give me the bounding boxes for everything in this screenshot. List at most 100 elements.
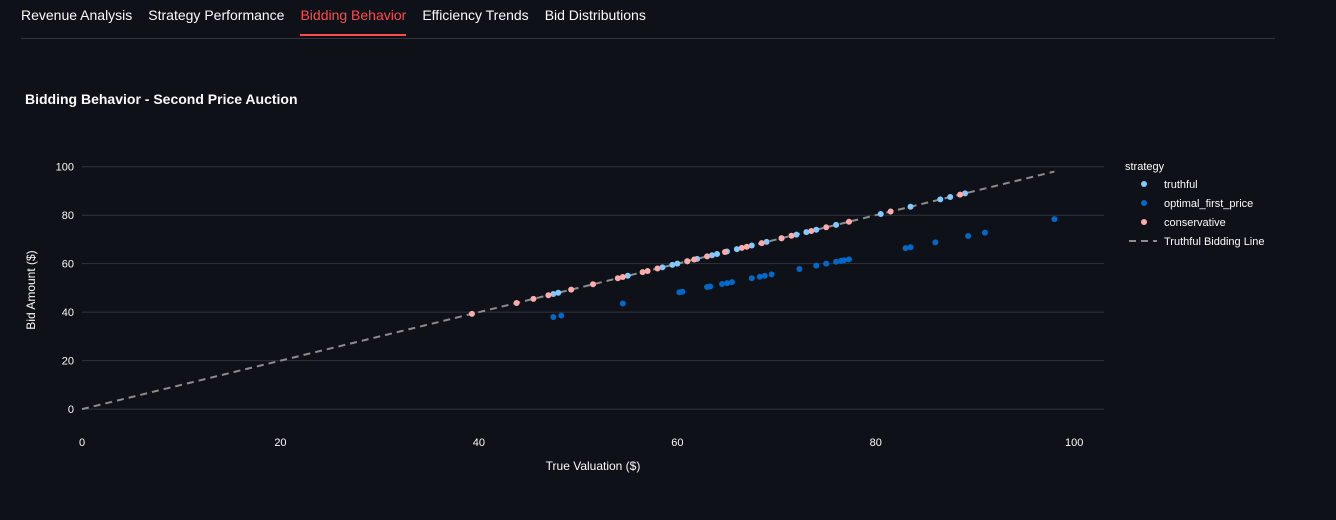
tab-efficiency-trends[interactable]: Efficiency Trends: [422, 7, 529, 23]
data-point-conservative[interactable]: [654, 265, 661, 272]
chart-title: Bidding Behavior - Second Price Auction: [25, 91, 298, 107]
data-point-truthful[interactable]: [674, 260, 681, 267]
legend-marker: [1141, 181, 1147, 187]
data-point-conservative[interactable]: [644, 267, 651, 274]
data-point-conservative[interactable]: [957, 191, 964, 198]
data-point-conservative[interactable]: [590, 281, 596, 288]
data-point-optimal-first-price[interactable]: [823, 260, 830, 267]
data-point-optimal-first-price[interactable]: [756, 273, 763, 280]
data-point-optimal-first-price[interactable]: [813, 262, 820, 269]
y-tick-label: 100: [56, 162, 74, 174]
tab-bidding-behavior[interactable]: Bidding Behavior: [300, 0, 407, 36]
data-point-optimal-first-price[interactable]: [796, 266, 803, 273]
series-conservative: [468, 191, 964, 317]
data-point-optimal-first-price[interactable]: [841, 257, 848, 264]
data-point-optimal-first-price[interactable]: [768, 271, 775, 278]
x-axis-ticks: 0 20 40 60 80 100: [79, 437, 1083, 449]
data-point-truthful[interactable]: [793, 231, 800, 238]
data-point-conservative[interactable]: [738, 244, 745, 251]
data-point-truthful[interactable]: [962, 190, 969, 197]
y-tick-label: 20: [62, 356, 74, 368]
data-point-optimal-first-price[interactable]: [723, 280, 730, 287]
tab-revenue-analysis[interactable]: Revenue Analysis: [21, 7, 133, 23]
data-point-conservative[interactable]: [758, 240, 765, 247]
data-point-conservative[interactable]: [808, 227, 815, 234]
data-point-optimal-first-price[interactable]: [907, 244, 914, 251]
data-point-truthful[interactable]: [947, 194, 954, 201]
data-point-optimal-first-price[interactable]: [728, 279, 735, 286]
data-point-truthful[interactable]: [833, 221, 840, 228]
data-point-truthful[interactable]: [803, 229, 810, 236]
data-point-optimal-first-price[interactable]: [1051, 216, 1058, 223]
data-point-optimal-first-price[interactable]: [558, 312, 565, 319]
data-point-conservative[interactable]: [823, 224, 830, 231]
data-point-optimal-first-price[interactable]: [932, 239, 939, 246]
data-point-truthful[interactable]: [748, 242, 755, 249]
data-point-truthful[interactable]: [624, 272, 631, 279]
legend-item-optimal-first-price[interactable]: optimal_first_price: [1141, 198, 1253, 210]
chart-container: Bidding Behavior - Second Price Auction …: [0, 40, 1336, 515]
legend[interactable]: strategy truthful optimal_first_pricecons…: [1125, 161, 1265, 248]
data-point-optimal-first-price[interactable]: [679, 288, 686, 295]
data-point-conservative[interactable]: [691, 256, 698, 263]
x-tick-label: 60: [671, 437, 683, 449]
data-point-optimal-first-price[interactable]: [550, 314, 557, 321]
data-point-optimal-first-price[interactable]: [718, 281, 725, 288]
data-point-conservative[interactable]: [513, 299, 520, 306]
data-point-truthful[interactable]: [669, 261, 676, 268]
data-point-conservative[interactable]: [568, 286, 575, 293]
data-point-truthful[interactable]: [659, 264, 666, 271]
y-tick-label: 40: [62, 307, 74, 319]
legend-label: Truthful Bidding Line: [1164, 236, 1265, 248]
data-point-conservative[interactable]: [788, 232, 795, 239]
data-point-conservative[interactable]: [639, 269, 646, 276]
y-tick-label: 60: [62, 259, 74, 271]
series-truthful: [550, 190, 969, 297]
data-point-conservative[interactable]: [614, 275, 621, 282]
data-point-conservative[interactable]: [530, 295, 537, 302]
grid: [82, 166, 1104, 410]
data-point-truthful[interactable]: [813, 226, 820, 233]
data-point-optimal-first-price[interactable]: [707, 283, 714, 290]
data-point-truthful[interactable]: [937, 196, 944, 203]
data-point-truthful[interactable]: [555, 289, 562, 296]
x-axis-label: True Valuation ($): [546, 459, 641, 473]
data-point-optimal-first-price[interactable]: [845, 256, 852, 263]
legend-item-truthful-bidding-line[interactable]: Truthful Bidding Line: [1129, 236, 1265, 248]
tab-strategy-performance[interactable]: Strategy Performance: [148, 7, 285, 23]
data-point-truthful[interactable]: [907, 203, 914, 210]
points-group: [468, 190, 1058, 321]
data-point-conservative[interactable]: [743, 243, 750, 250]
data-point-truthful[interactable]: [550, 290, 557, 297]
data-point-optimal-first-price[interactable]: [619, 300, 626, 307]
data-point-truthful[interactable]: [714, 250, 721, 257]
tab-bid-distributions[interactable]: Bid Distributions: [544, 7, 646, 23]
legend-item-conservative[interactable]: conservative: [1141, 217, 1226, 229]
data-point-truthful[interactable]: [733, 246, 740, 253]
y-axis-ticks: 0 20 40 60 80 100: [56, 162, 74, 416]
data-point-truthful[interactable]: [877, 210, 884, 217]
data-point-truthful[interactable]: [763, 238, 770, 245]
y-tick-label: 80: [62, 210, 74, 222]
data-point-optimal-first-price[interactable]: [981, 229, 988, 236]
data-point-optimal-first-price[interactable]: [965, 233, 972, 240]
data-point-optimal-first-price[interactable]: [748, 275, 755, 282]
data-point-truthful[interactable]: [709, 252, 716, 259]
x-tick-label: 20: [274, 437, 286, 449]
data-point-conservative[interactable]: [545, 292, 552, 299]
legend-label: optimal_first_price: [1164, 198, 1253, 210]
data-point-conservative[interactable]: [778, 235, 785, 242]
y-tick-label: 0: [68, 404, 74, 416]
data-point-conservative[interactable]: [704, 253, 711, 260]
data-point-conservative[interactable]: [887, 208, 894, 215]
data-point-conservative[interactable]: [619, 274, 626, 281]
data-point-optimal-first-price[interactable]: [833, 258, 840, 265]
data-point-conservative[interactable]: [684, 258, 691, 265]
data-point-conservative[interactable]: [721, 249, 728, 256]
data-point-conservative[interactable]: [468, 310, 475, 317]
data-point-conservative[interactable]: [845, 218, 852, 225]
legend-item-truthful[interactable]: truthful: [1141, 179, 1198, 191]
data-point-optimal-first-price[interactable]: [902, 245, 909, 252]
tab-bar: Revenue Analysis Strategy Performance Bidd…: [21, 0, 1275, 39]
data-point-optimal-first-price[interactable]: [761, 272, 768, 279]
